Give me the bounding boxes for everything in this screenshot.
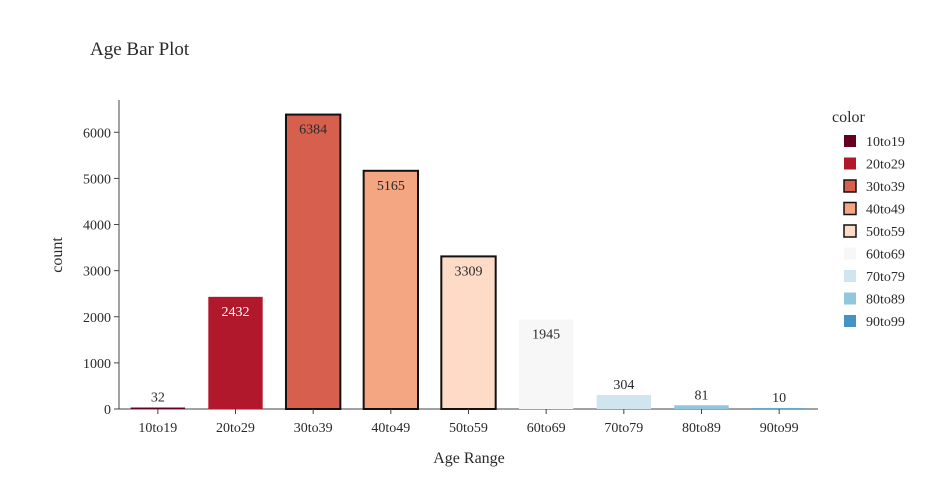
- data-label-90to99: 10: [772, 391, 786, 406]
- legend-swatch-90to99: [844, 315, 856, 327]
- legend-label-60to69: 60to69: [866, 248, 905, 263]
- x-axis-title: Age Range: [433, 450, 505, 467]
- data-label-10to19: 32: [151, 391, 165, 406]
- x-tick-label: 90to99: [760, 421, 799, 436]
- bar-90to99: [751, 408, 807, 409]
- y-tick-label: 0: [104, 403, 111, 418]
- data-label-20to29: 2432: [222, 305, 250, 320]
- bar-40to49: [362, 169, 420, 410]
- y-tick-label: 4000: [83, 219, 111, 234]
- x-tick-label: 50to59: [449, 421, 488, 436]
- legend-swatch-70to79: [844, 270, 856, 282]
- y-tick-label: 1000: [83, 357, 111, 372]
- data-label-60to69: 1945: [532, 327, 560, 342]
- bar-30to39: [284, 113, 342, 410]
- legend-swatch-50to59: [843, 224, 857, 238]
- legend-label-20to29: 20to29: [866, 158, 905, 173]
- x-tick-label: 80to89: [682, 421, 721, 436]
- legend-title: color: [832, 109, 866, 126]
- x-tick-label: 70to79: [604, 421, 643, 436]
- legend-swatch-10to19: [844, 135, 856, 147]
- legend-label-90to99: 90to99: [866, 315, 905, 330]
- legend-swatch-30to39: [843, 179, 857, 193]
- x-tick-label: 60to69: [527, 421, 566, 436]
- legend: 10to19 20to29 30to39 40to49 50to59 60to69 70to…: [843, 135, 905, 330]
- bar-60to69: [518, 319, 574, 409]
- legend-swatch-80to89: [844, 292, 856, 305]
- bar-80to89: [674, 405, 729, 409]
- legend-swatch-60to69: [844, 247, 856, 260]
- data-label-80to89: 81: [695, 388, 709, 403]
- data-label-30to39: 6384: [299, 123, 327, 138]
- chart-title: Age Bar Plot: [90, 39, 190, 60]
- y-axis-title: count: [49, 237, 66, 273]
- legend-swatch-40to49: [843, 201, 857, 216]
- plot-area: 0 1000 2000 3000 4000 5000 6000 10to19 32 20to29 2…: [83, 100, 818, 436]
- data-label-50to59: 3309: [455, 264, 483, 279]
- bar-70to79: [596, 394, 652, 409]
- y-tick-label: 5000: [83, 172, 111, 187]
- legend-label-10to19: 10to19: [866, 135, 905, 150]
- data-label-70to79: 304: [613, 378, 634, 393]
- x-tick-label: 40to49: [371, 421, 410, 436]
- y-tick-label: 6000: [83, 126, 111, 141]
- bar-20to29: [208, 296, 263, 409]
- x-tick-label: 30to39: [294, 421, 333, 436]
- legend-label-40to49: 40to49: [866, 203, 905, 218]
- legend-label-80to89: 80to89: [866, 293, 905, 308]
- y-tick-label: 2000: [83, 311, 111, 326]
- legend-swatch-20to29: [844, 157, 856, 170]
- legend-label-70to79: 70to79: [866, 270, 905, 285]
- y-tick-label: 3000: [83, 265, 111, 280]
- data-label-40to49: 5165: [377, 179, 405, 194]
- legend-label-50to59: 50to59: [866, 225, 905, 240]
- legend-label-30to39: 30to39: [866, 180, 905, 195]
- bar-10to19: [130, 407, 186, 409]
- x-tick-label: 10to19: [138, 421, 177, 436]
- x-tick-label: 20to29: [216, 421, 255, 436]
